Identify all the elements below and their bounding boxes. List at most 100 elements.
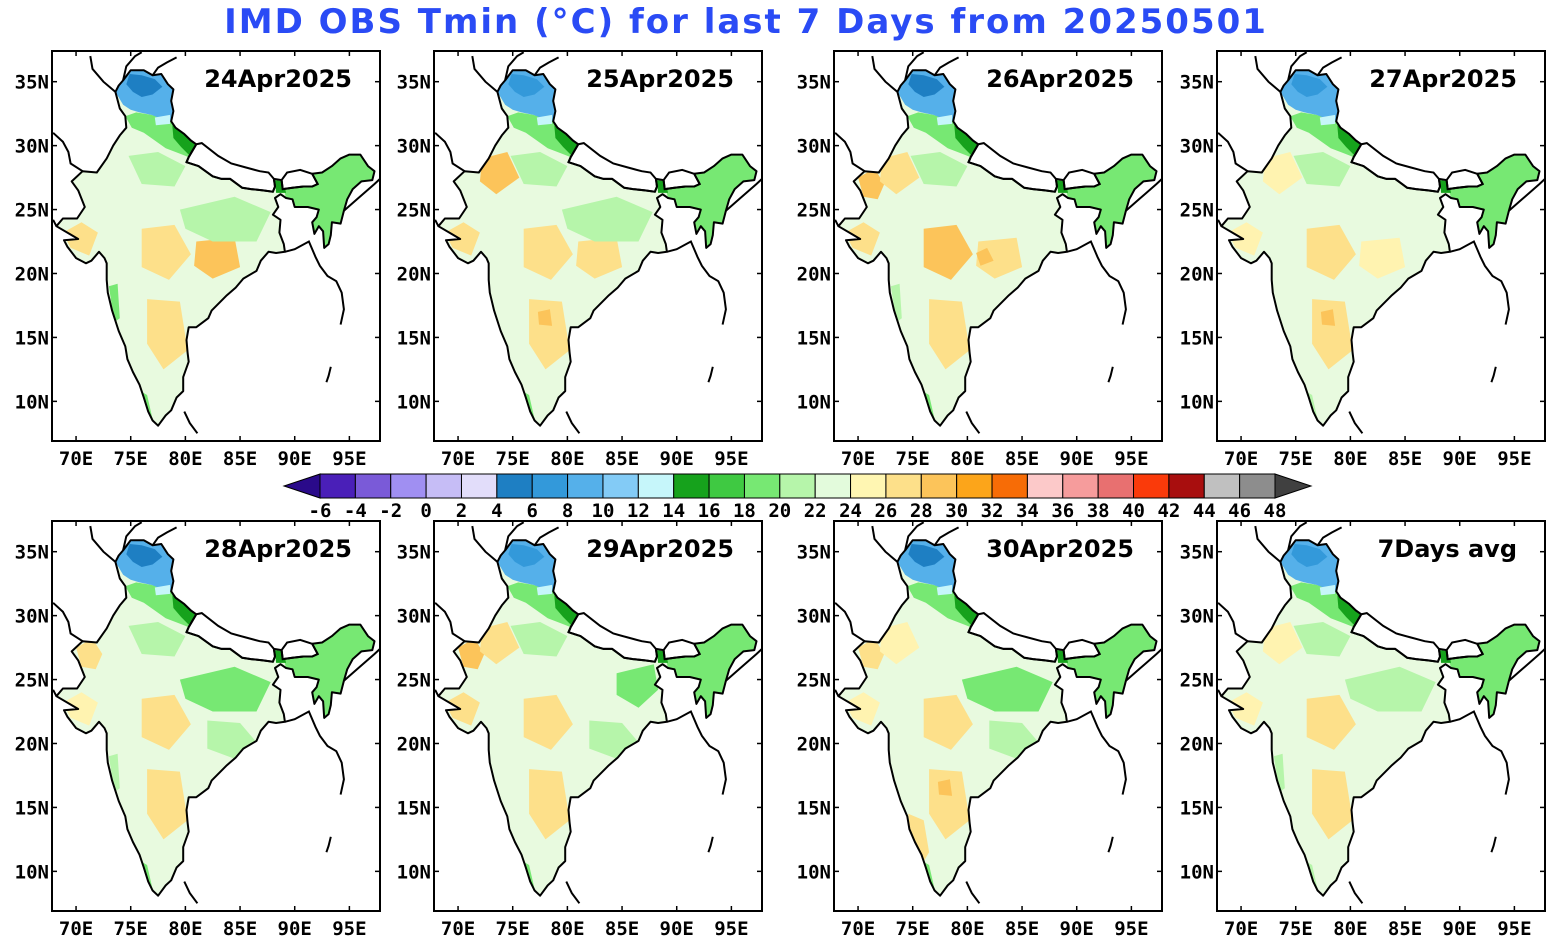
panel-date-label: 28Apr2025 [204,535,352,563]
himalaya-patch [1290,112,1362,158]
kashmir-patch [508,74,545,97]
lon-tick-label: 75E [896,918,930,940]
coastline [1217,689,1223,697]
coastline [52,689,58,697]
lat-tick-label: 25N [797,200,831,222]
coastline [89,55,117,93]
temperature-patch [444,692,480,726]
coastline [504,51,525,81]
lon-tick-label: 70E [59,448,93,470]
coastline [122,51,143,81]
temperature-patch [910,152,968,187]
colorbar-label: 10 [592,500,615,522]
lat-tick-label: 20N [1180,733,1214,755]
colorbar-swatch [425,473,462,499]
lat-tick-label: 30N [1180,136,1214,158]
himalaya-patch [507,112,579,158]
map-panel: 35N 30N 25N 20N 15N 10N 70E 75E 80E 85E 90E 95E 26Ap… [797,50,1163,470]
colorbar-swatch [1026,473,1064,499]
colorbar-label: 24 [839,500,862,522]
temperature-patch [858,168,885,200]
map-frame [1216,50,1546,442]
kashmir-patch [1319,114,1336,126]
lat-tick-label: 25N [15,200,49,222]
lat-tick-label: 30N [397,136,431,158]
lon-tick-label: 95E [1114,918,1148,940]
coastline [1508,648,1546,682]
colorbar-label: 48 [1264,500,1287,522]
lon-tick-label: 70E [1224,918,1258,940]
lat-tick-label: 15N [1180,327,1214,349]
temperature-patch [1344,666,1436,712]
panel-date-label: 7Days avg [1378,535,1517,563]
coastline [151,56,178,76]
colorbar-swatch [956,473,993,499]
colorbar-swatch [814,473,852,499]
temperature-patch [479,152,520,195]
tmin-field [56,540,375,896]
colorbar-swatch [567,473,604,499]
india-outline [1220,539,1541,897]
lon-tick-label: 85E [1005,918,1039,940]
coastline [183,411,199,434]
lat-tick-label: 35N [1180,542,1214,564]
coastline [965,881,981,904]
colorbar-swatch [850,473,887,499]
temperature-patch [479,622,520,665]
temperature-patch [1227,692,1263,726]
lat-tick-label: 25N [797,670,831,692]
lat-tick-label: 35N [397,72,431,94]
lat-tick-label: 20N [397,263,431,285]
lon-tick-label: 75E [496,918,530,940]
coastline [1287,521,1308,551]
tmin-field [438,540,757,896]
northeast-patch [663,154,757,248]
map-frame [1216,520,1546,912]
colorbar-label: -2 [379,500,402,522]
kashmir-patch [1291,544,1328,567]
coastline [504,521,525,551]
coastline [834,689,840,697]
coastline [52,132,84,173]
lat-tick-label: 30N [797,136,831,158]
india-outline [1220,69,1541,427]
coastline [1287,51,1308,81]
colorbar-under-arrow [282,473,321,499]
temperature-patch [1306,224,1356,280]
lat-tick-label: 30N [397,606,431,628]
coastline [1348,411,1364,434]
colorbar-swatch [319,473,356,499]
coastline [1449,240,1510,325]
colorbar-swatch [1203,473,1241,499]
lon-tick-label: 95E [332,918,366,940]
lon-tick-label: 95E [1497,448,1531,470]
colorbar-swatch [390,473,427,499]
lon-tick-label: 95E [1497,918,1531,940]
coastline [343,648,381,682]
kashmir-patch [536,114,553,126]
lat-tick-label: 20N [15,263,49,285]
panel-date-label: 24Apr2025 [204,65,352,93]
coastline [965,411,981,434]
map-panel: 35N 30N 25N 20N 15N 10N 70E 75E 80E 85E 90E 95E 25Ap… [397,50,763,470]
coastline [122,521,143,551]
colorbar-label: 26 [874,500,897,522]
coastline [434,602,466,643]
lat-tick-label: 20N [397,733,431,755]
lat-tick-label: 15N [797,327,831,349]
temperature-patch [76,638,103,670]
coastline [1449,710,1510,795]
coastline [871,525,899,563]
coastline [834,219,840,227]
kashmir-patch [126,544,163,567]
temperature-patch [923,694,973,750]
coastline [1348,881,1364,904]
colorbar-label: 12 [627,500,650,522]
lat-tick-label: 35N [1180,72,1214,94]
temperature-patch [576,237,623,279]
colorbar-swatch [1239,473,1276,499]
temperature-patch [179,196,271,242]
coastline [707,366,714,383]
himalaya-patch [954,595,979,625]
